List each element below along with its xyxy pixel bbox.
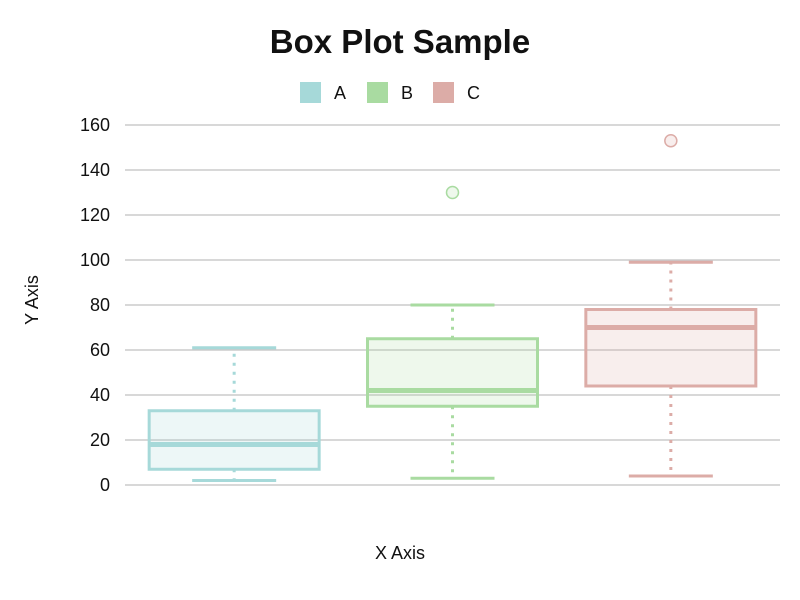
legend-label-C: C <box>467 83 480 103</box>
y-tick-label-120: 120 <box>80 205 110 225</box>
legend-label-B: B <box>401 83 413 103</box>
y-tick-label-140: 140 <box>80 160 110 180</box>
box-A <box>147 346 321 482</box>
legend-label-A: A <box>334 83 346 103</box>
outlier-B-0 <box>445 185 460 200</box>
boxes <box>147 134 758 482</box>
y-axis-ticks: 0 20 40 60 80 100 120 140 160 <box>80 115 110 495</box>
iqr-box-B <box>366 337 539 408</box>
y-tick-label-20: 20 <box>90 430 110 450</box>
y-tick-label-40: 40 <box>90 385 110 405</box>
outlier-C-0 <box>664 134 678 148</box>
x-axis-label: X Axis <box>375 543 425 563</box>
legend: A B C <box>300 82 480 103</box>
y-tick-label-100: 100 <box>80 250 110 270</box>
legend-swatch-A <box>300 82 321 103</box>
box-B <box>366 185 539 480</box>
box-C <box>584 134 758 478</box>
iqr-box-C <box>584 308 758 388</box>
y-tick-label-80: 80 <box>90 295 110 315</box>
y-axis-label: Y Axis <box>22 275 42 325</box>
legend-swatch-C <box>433 82 454 103</box>
y-tick-label-160: 160 <box>80 115 110 135</box>
y-tick-label-60: 60 <box>90 340 110 360</box>
iqr-box-A <box>147 409 321 471</box>
legend-swatch-B <box>367 82 388 103</box>
chart-title: Box Plot Sample <box>270 23 530 60</box>
y-tick-label-0: 0 <box>100 475 110 495</box>
